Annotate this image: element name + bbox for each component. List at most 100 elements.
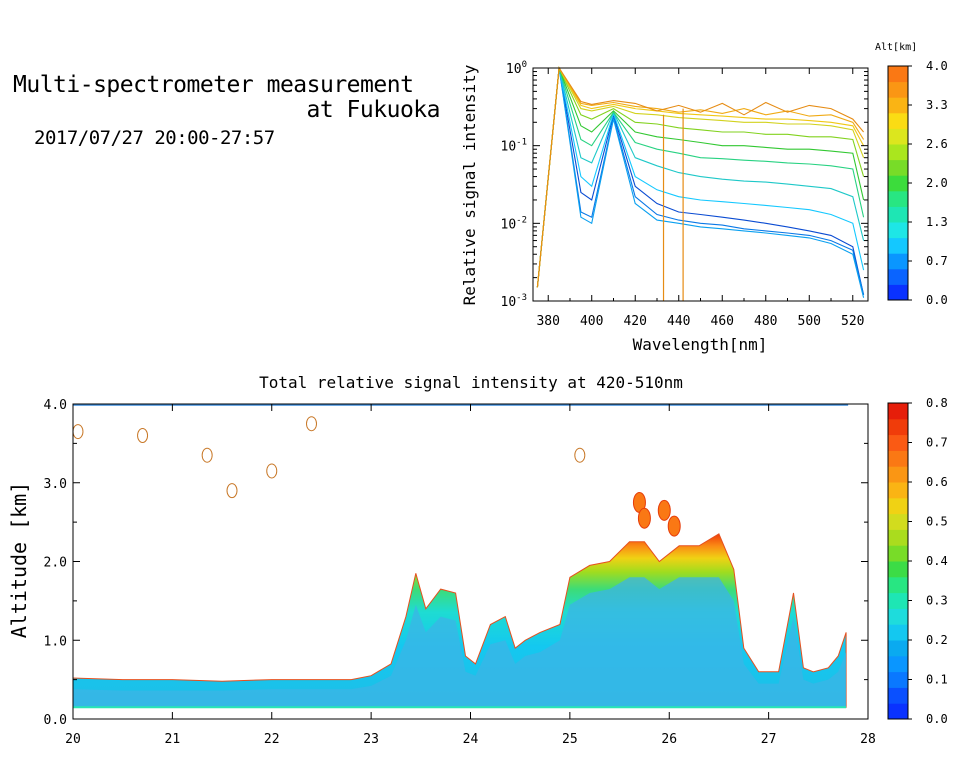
heatmap-colorbar-swatch (888, 434, 908, 451)
heatmap-x-tick-label: 24 (463, 732, 479, 747)
spectrum-colorbar-tick-label: 3.3 (926, 98, 948, 112)
spectrum-colorbar-tick-label: 4.0 (926, 59, 948, 73)
heatmap-y-tick-label: 2.0 (44, 556, 67, 571)
spectrum-colorbar-swatch (888, 144, 908, 161)
date-range-label: 2017/07/27 20:00-27:57 (34, 127, 275, 149)
spectrum-colorbar-tick-label: 0.7 (926, 254, 948, 268)
spectrum-colorbar-swatch (888, 253, 908, 270)
spectrum-series-line (536, 66, 865, 288)
heatmap-x-tick-label: 20 (65, 732, 81, 747)
heatmap-colorbar-swatch (888, 482, 908, 499)
heatmap-colorbar-tick-label: 0.6 (926, 475, 948, 489)
heatmap-colorbar-swatch (888, 403, 908, 420)
heatmap-colorbar-tick-label: 0.4 (926, 554, 948, 568)
heatmap-colorbar-swatch (888, 497, 908, 515)
spectrum-y-tick-label: 10-1 (501, 138, 528, 155)
heatmap-colorbar-swatch (888, 655, 908, 673)
heatmap-y-tick-label: 0.0 (44, 713, 67, 728)
spectrum-series-line (536, 67, 865, 298)
spectrum-x-tick-label: 520 (841, 314, 864, 329)
spectrum-x-tick-label: 380 (536, 314, 559, 329)
heatmap-colorbar-swatch (888, 608, 908, 625)
elevated-aerosol-patch (667, 515, 681, 537)
spectrum-colorbar-tick-label: 1.3 (926, 215, 948, 229)
heatmap-y-tick-label: 4.0 (44, 398, 67, 413)
spectrum-colorbar-swatch (888, 190, 908, 207)
heatmap-colorbar-swatch (888, 671, 908, 688)
spectrum-colorbar-swatch (888, 284, 908, 301)
spectrum-series-line (536, 67, 865, 288)
heatmap-colorbar-swatch (888, 418, 908, 436)
heatmap-colorbar-tick-label: 0.2 (926, 633, 948, 647)
heatmap-colorbar-swatch (888, 640, 908, 657)
heatmap-x-tick-label: 21 (165, 732, 181, 747)
spectrum-series-line (536, 67, 865, 296)
heatmap-x-tick-label: 28 (860, 732, 876, 747)
heatmap-colorbar-swatch (888, 687, 908, 704)
heatmap-x-tick-label: 25 (562, 732, 578, 747)
heatmap-y-tick-label: 3.0 (44, 477, 67, 492)
spectrum-colorbar-swatch (888, 237, 908, 254)
spectrum-colorbar-swatch (888, 97, 908, 114)
spectrum-y-axis-label: Relative signal intensity (460, 64, 479, 305)
spectrum-colorbar-swatch (888, 268, 908, 285)
heatmap-colorbar-tick-label: 0.0 (926, 712, 948, 726)
heatmap-colorbar-swatch (888, 450, 908, 467)
spectrum-colorbar-tick-label: 0.0 (926, 293, 948, 307)
spectrum-colorbar-title: Alt[km] (875, 42, 917, 53)
spectrum-colorbar-swatch (888, 81, 908, 98)
spectrum-x-axis-label: Wavelength[nm] (633, 335, 768, 354)
spectrum-y-tick-label: 10-3 (501, 293, 528, 310)
heatmap-x-tick-label: 26 (661, 732, 677, 747)
heatmap-colorbar-tick-label: 0.8 (926, 396, 948, 410)
heatmap-colorbar-tick-label: 0.1 (926, 673, 948, 687)
heatmap-colorbar-swatch (888, 529, 908, 546)
heatmap-colorbar-swatch (888, 545, 908, 562)
spectrum-x-tick-label: 420 (623, 314, 646, 329)
isolated-contour (266, 463, 278, 479)
elevated-aerosol-patch (657, 499, 671, 521)
spectrum-series-line (536, 67, 865, 288)
heatmap-colorbar-swatch (888, 576, 908, 594)
spectrum-plot-area (533, 68, 868, 301)
isolated-contour (226, 483, 238, 499)
spectrum-x-tick-label: 500 (798, 314, 821, 329)
spectrum-x-tick-label: 440 (667, 314, 690, 329)
spectrum-colorbar-swatch (888, 206, 908, 223)
isolated-contour (306, 416, 317, 432)
spectrum-series-line (536, 66, 865, 288)
spectrum-colorbar-swatch (888, 128, 908, 145)
heatmap-colorbar-tick-label: 0.3 (926, 594, 948, 608)
heatmap-title: Total relative signal intensity at 420-5… (259, 373, 683, 392)
spectrum-colorbar-swatch (888, 175, 908, 192)
heatmap-colorbar-swatch (888, 561, 908, 578)
heatmap-colorbar: 0.0 0.1 0.2 0.3 0.4 0.5 0.6 0.7 0.8 (887, 396, 948, 726)
spectrum-x-tick-label: 400 (580, 314, 603, 329)
spectrum-colorbar-swatch (888, 222, 908, 239)
spectrum-x-tick-label: 460 (711, 314, 734, 329)
spectrum-y-tick-label: 10-2 (501, 215, 528, 232)
spectrum-chart: 380 400 420 440 460 480 500 520 10-3 10-2 10-1 100 W… (460, 60, 869, 354)
isolated-contour (201, 447, 213, 463)
spectrum-series-line (536, 67, 865, 296)
heatmap-x-tick-label: 27 (761, 732, 777, 747)
spectrum-series-line (536, 66, 865, 288)
spectrum-series-line (536, 65, 865, 288)
heatmap-x-tick-label: 22 (264, 732, 280, 747)
heatmap-y-axis-label: Altitude [km] (7, 482, 31, 639)
isolated-contour (72, 424, 84, 440)
figure-title-line1: Multi-spectrometer measurement (13, 72, 414, 98)
spectrum-colorbar-swatch (888, 66, 908, 83)
boundary-layer-core (73, 577, 847, 708)
heatmap-colorbar-swatch (888, 703, 908, 720)
isolated-contour (574, 447, 586, 463)
spectrum-colorbar: 0.0 0.7 1.3 2.0 2.6 3.3 4.0 Alt[km] (875, 42, 948, 307)
isolated-contour (137, 428, 149, 443)
spectrum-y-tick-label: 100 (506, 60, 527, 77)
spectrum-colorbar-swatch (888, 112, 908, 129)
heatmap-colorbar-tick-label: 0.7 (926, 436, 948, 450)
heatmap-colorbar-swatch (888, 592, 908, 609)
spectrum-colorbar-tick-label: 2.6 (926, 137, 948, 151)
altitude-heatmap-chart: 20 21 22 23 24 25 26 27 28 0.0 1.0 2.0 3.0 4.0 Total r… (7, 373, 876, 747)
